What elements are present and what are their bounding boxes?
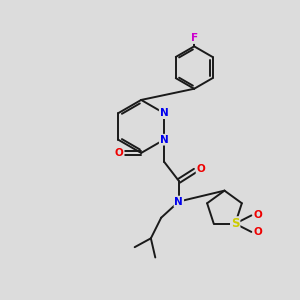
Text: N: N [160,135,169,145]
Text: F: F [190,33,198,43]
Text: N: N [175,196,183,206]
Text: S: S [231,217,239,230]
Text: O: O [196,164,205,174]
Text: N: N [160,108,169,118]
Text: O: O [115,148,124,158]
Text: O: O [254,210,262,220]
Text: O: O [254,227,262,237]
